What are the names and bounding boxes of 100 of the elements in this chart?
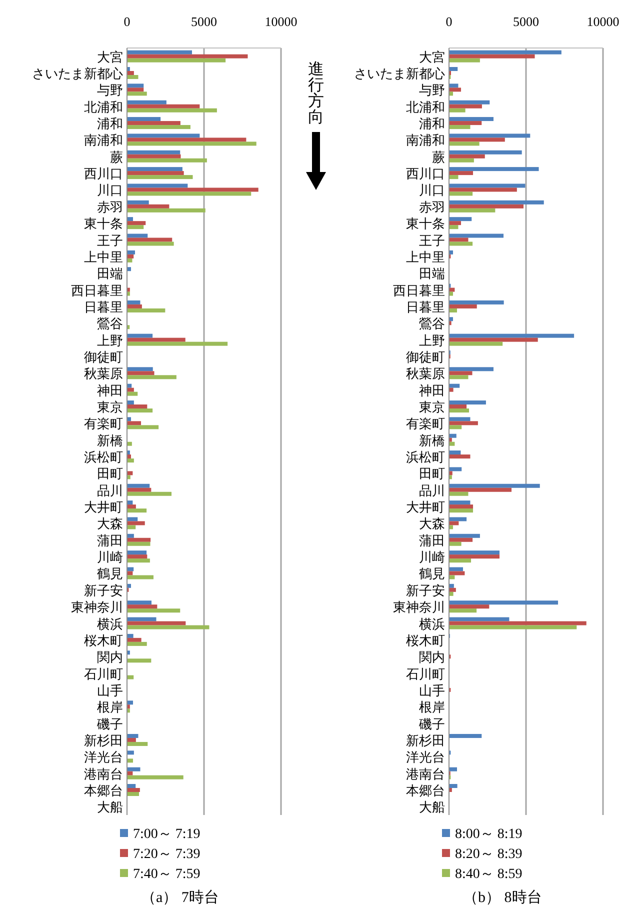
y-tick-label: 東十条 bbox=[406, 216, 445, 232]
y-tick-label: 川崎 bbox=[419, 550, 445, 565]
y-tick-label: 山手 bbox=[419, 682, 445, 698]
y-tick-label: 浦和 bbox=[419, 116, 445, 132]
x-tick-label: 10000 bbox=[264, 14, 298, 29]
y-tick-label: 御徒町 bbox=[406, 349, 445, 364]
y-tick-label: 与野 bbox=[97, 82, 123, 98]
y-tick-label: 新子安 bbox=[406, 582, 445, 598]
text: 進行方向 bbox=[308, 61, 324, 126]
y-tick-label: 蕨 bbox=[110, 149, 123, 164]
x-tick-label: 10000 bbox=[586, 14, 620, 29]
y-tick-label: 石川町 bbox=[84, 666, 123, 682]
y-tick-label: 有楽町 bbox=[84, 416, 123, 432]
y-tick-label: 磯子 bbox=[96, 716, 123, 732]
y-tick-label: 大井町 bbox=[406, 500, 445, 515]
y-tick-label: 本郷台 bbox=[406, 782, 445, 798]
y-tick-label: 新橋 bbox=[97, 432, 123, 448]
y-tick-label: 新子安 bbox=[84, 582, 123, 598]
y-tick-label: さいたま新都心 bbox=[32, 66, 123, 82]
y-tick-label: 鶯谷 bbox=[419, 316, 445, 332]
y-tick-label: 新杉田 bbox=[84, 732, 123, 748]
y-tick-label: 秋葉原 bbox=[84, 366, 123, 382]
y-tick-label: 大井町 bbox=[84, 500, 123, 515]
y-tick-label: 神田 bbox=[419, 382, 445, 398]
y-tick-label: 関内 bbox=[97, 650, 123, 665]
y-tick-label: 西川口 bbox=[84, 166, 123, 182]
x-tick-label: 0 bbox=[124, 14, 130, 29]
y-tick-label: 蕨 bbox=[432, 149, 445, 164]
y-tick-label: 赤羽 bbox=[97, 199, 123, 214]
y-tick-label: 秋葉原 bbox=[406, 366, 445, 382]
y-tick-label: 蒲田 bbox=[97, 532, 123, 548]
y-tick-label: 東京 bbox=[419, 399, 445, 414]
y-tick-label: 御徒町 bbox=[84, 349, 123, 364]
y-tick-label: 大船 bbox=[419, 800, 445, 815]
y-tick-label: 神田 bbox=[97, 382, 123, 398]
y-tick-label: 上中里 bbox=[406, 249, 445, 264]
y-tick-label: 大森 bbox=[97, 516, 123, 532]
y-tick-label: 川口 bbox=[419, 182, 445, 198]
y-tick-label: 品川 bbox=[97, 482, 123, 498]
y-tick-label: さいたま新都心 bbox=[354, 66, 445, 82]
x-tick-label: 5000 bbox=[191, 14, 217, 29]
y-tick-label: 大宮 bbox=[97, 49, 123, 64]
y-tick-label: 川崎 bbox=[97, 550, 123, 565]
y-tick-label: 根岸 bbox=[419, 700, 445, 715]
legend-label: 7:00～ 7:19 bbox=[133, 827, 200, 842]
y-tick-label: 本郷台 bbox=[84, 782, 123, 798]
y-tick-label: 南浦和 bbox=[84, 132, 123, 148]
y-tick-label: 田端 bbox=[97, 266, 123, 282]
y-tick-label: 大船 bbox=[97, 800, 123, 815]
y-tick-label: 新杉田 bbox=[406, 732, 445, 748]
y-tick-label: 川口 bbox=[97, 182, 123, 198]
y-tick-label: 関内 bbox=[419, 650, 445, 665]
y-tick-label: 港南台 bbox=[84, 766, 123, 782]
y-tick-label: 田町 bbox=[97, 466, 123, 482]
y-tick-label: 東十条 bbox=[84, 216, 123, 232]
y-tick-label: 浜松町 bbox=[84, 450, 123, 465]
x-tick-label: 5000 bbox=[513, 14, 539, 29]
y-tick-label: 日暮里 bbox=[406, 299, 445, 314]
x-tick-label: 0 bbox=[446, 14, 452, 29]
y-tick-label: 鶴見 bbox=[419, 566, 445, 582]
y-tick-label: 港南台 bbox=[406, 766, 445, 782]
legend-label: 7:40～ 7:59 bbox=[133, 867, 200, 882]
y-tick-label: 桜木町 bbox=[84, 632, 123, 648]
text: （b） 8時台 bbox=[463, 889, 542, 906]
text: （a） 7時台 bbox=[141, 889, 219, 906]
y-tick-label: 横浜 bbox=[419, 616, 445, 632]
y-tick-label: 洋光台 bbox=[84, 750, 123, 765]
y-tick-label: 上野 bbox=[419, 332, 445, 348]
y-tick-label: 大森 bbox=[419, 516, 445, 532]
y-tick-label: 王子 bbox=[419, 232, 445, 248]
y-tick-label: 浦和 bbox=[97, 116, 123, 132]
y-tick-label: 北浦和 bbox=[84, 99, 123, 114]
y-tick-label: 石川町 bbox=[406, 666, 445, 682]
y-tick-label: 赤羽 bbox=[419, 199, 445, 214]
legend-label: 8:20～ 8:39 bbox=[455, 847, 522, 862]
y-tick-label: 田町 bbox=[419, 466, 445, 482]
y-tick-label: 上中里 bbox=[84, 249, 123, 264]
y-tick-label: 蒲田 bbox=[419, 532, 445, 548]
y-tick-label: 与野 bbox=[419, 82, 445, 98]
y-tick-label: 浜松町 bbox=[406, 450, 445, 465]
y-tick-label: 桜木町 bbox=[406, 632, 445, 648]
y-tick-label: 日暮里 bbox=[84, 299, 123, 314]
y-tick-label: 新橋 bbox=[419, 432, 445, 448]
y-tick-label: 北浦和 bbox=[406, 99, 445, 114]
y-tick-label: 大宮 bbox=[419, 49, 445, 64]
y-tick-label: 洋光台 bbox=[406, 750, 445, 765]
y-tick-label: 有楽町 bbox=[406, 416, 445, 432]
y-tick-label: 西日暮里 bbox=[393, 282, 445, 298]
y-tick-label: 王子 bbox=[97, 232, 123, 248]
legend-label: 8:40～ 8:59 bbox=[455, 867, 522, 882]
y-tick-label: 田端 bbox=[419, 266, 445, 282]
y-tick-label: 根岸 bbox=[97, 700, 123, 715]
y-tick-label: 西川口 bbox=[406, 166, 445, 182]
y-tick-label: 磯子 bbox=[418, 716, 445, 732]
y-tick-label: 東京 bbox=[97, 399, 123, 414]
y-tick-label: 品川 bbox=[419, 482, 445, 498]
y-tick-label: 上野 bbox=[97, 332, 123, 348]
y-tick-label: 鶯谷 bbox=[97, 316, 123, 332]
legend-label: 8:00～ 8:19 bbox=[455, 827, 522, 842]
y-tick-label: 横浜 bbox=[97, 616, 123, 632]
